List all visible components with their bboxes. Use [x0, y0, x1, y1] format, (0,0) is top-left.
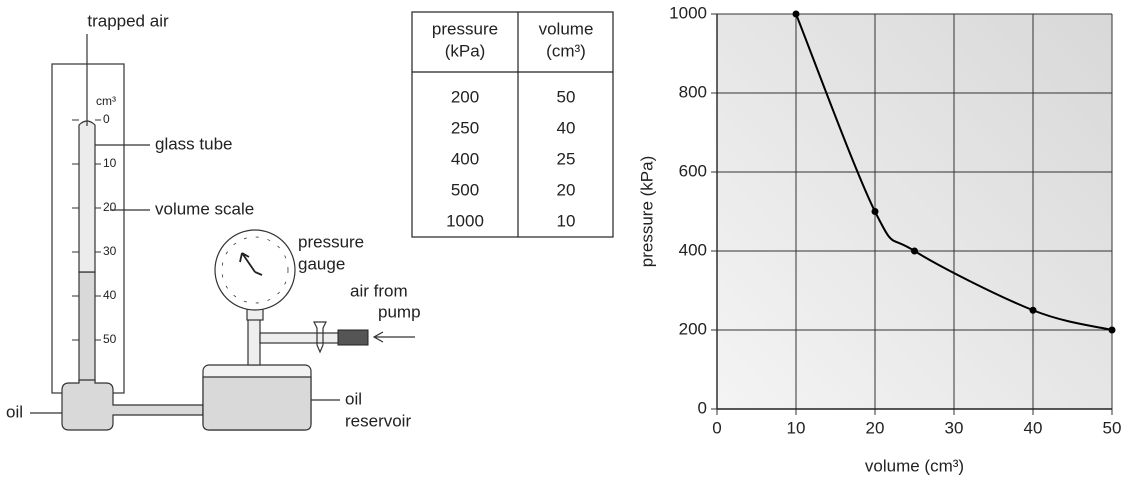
table-cell: 10 — [557, 211, 576, 230]
y-tick-label: 400 — [679, 240, 707, 259]
x-tick-label: 30 — [945, 418, 964, 437]
scale-label: 50 — [103, 332, 117, 346]
scale-label: 40 — [103, 288, 117, 302]
label: oil — [6, 402, 23, 421]
riser-pipe — [248, 318, 260, 365]
label: air from — [350, 281, 408, 300]
y-tick-label: 0 — [698, 398, 707, 417]
tube-base — [62, 380, 203, 430]
y-tick-label: 600 — [679, 161, 707, 180]
label: pressure — [298, 232, 364, 251]
scale-label: 10 — [103, 156, 117, 170]
label: glass tube — [155, 134, 233, 153]
gauge — [215, 230, 295, 310]
data-point — [872, 208, 879, 215]
table-cell: 1000 — [446, 211, 484, 230]
table-header: volume — [539, 19, 594, 38]
label: volume scale — [155, 199, 254, 218]
label: trapped air — [87, 11, 169, 30]
label: gauge — [298, 254, 345, 273]
table-header: pressure — [432, 19, 498, 38]
y-tick-label: 800 — [679, 82, 707, 101]
label: reservoir — [345, 411, 411, 430]
y-tick-label: 1000 — [669, 3, 707, 22]
x-tick-label: 0 — [712, 418, 721, 437]
pump-connector — [338, 330, 368, 345]
table-cell: 200 — [451, 87, 479, 106]
page: 0 10 20 30 40 50 trapped air cm³ glass tube v… — [0, 0, 1126, 479]
table-header: (kPa) — [445, 41, 486, 60]
label: oil — [345, 389, 362, 408]
chart: 0 200 400 600 800 1000 0 10 20 30 40 50 volume (cm³)… — [637, 3, 1121, 475]
x-tick-label: 40 — [1024, 418, 1043, 437]
plot-area — [717, 14, 1112, 409]
x-tick-label: 50 — [1103, 418, 1122, 437]
scale-label: 0 — [103, 112, 110, 126]
table-header: (cm³) — [546, 41, 586, 60]
table-cell: 250 — [451, 118, 479, 137]
table-cell: 20 — [557, 180, 576, 199]
data-point — [911, 248, 918, 255]
glass-tube — [79, 121, 95, 272]
x-tick-label: 20 — [866, 418, 885, 437]
data-point — [793, 11, 800, 18]
y-axis-label: pressure (kPa) — [637, 156, 656, 267]
scale-unit: cm³ — [96, 94, 116, 108]
apparatus: 0 10 20 30 40 50 trapped air cm³ glass tube v… — [6, 11, 421, 430]
reservoir-oil — [203, 377, 311, 430]
table-cell: 50 — [557, 87, 576, 106]
y-tick-label: 200 — [679, 319, 707, 338]
data-point — [1030, 307, 1037, 314]
air-arrow — [374, 332, 415, 342]
label: pump — [378, 302, 421, 321]
side-pipe — [260, 333, 340, 343]
data-point — [1109, 327, 1116, 334]
table-cell: 25 — [557, 149, 576, 168]
scale-label: 20 — [103, 200, 117, 214]
table-cell: 500 — [451, 180, 479, 199]
tube-oil — [79, 272, 95, 385]
x-axis-label: volume (cm³) — [865, 456, 964, 475]
scale-label: 30 — [103, 244, 117, 258]
data-table: pressure (kPa) volume (cm³) 200 50 250 40 400 25 5… — [412, 12, 613, 237]
table-cell: 40 — [557, 118, 576, 137]
table-cell: 400 — [451, 149, 479, 168]
x-tick-label: 10 — [787, 418, 806, 437]
